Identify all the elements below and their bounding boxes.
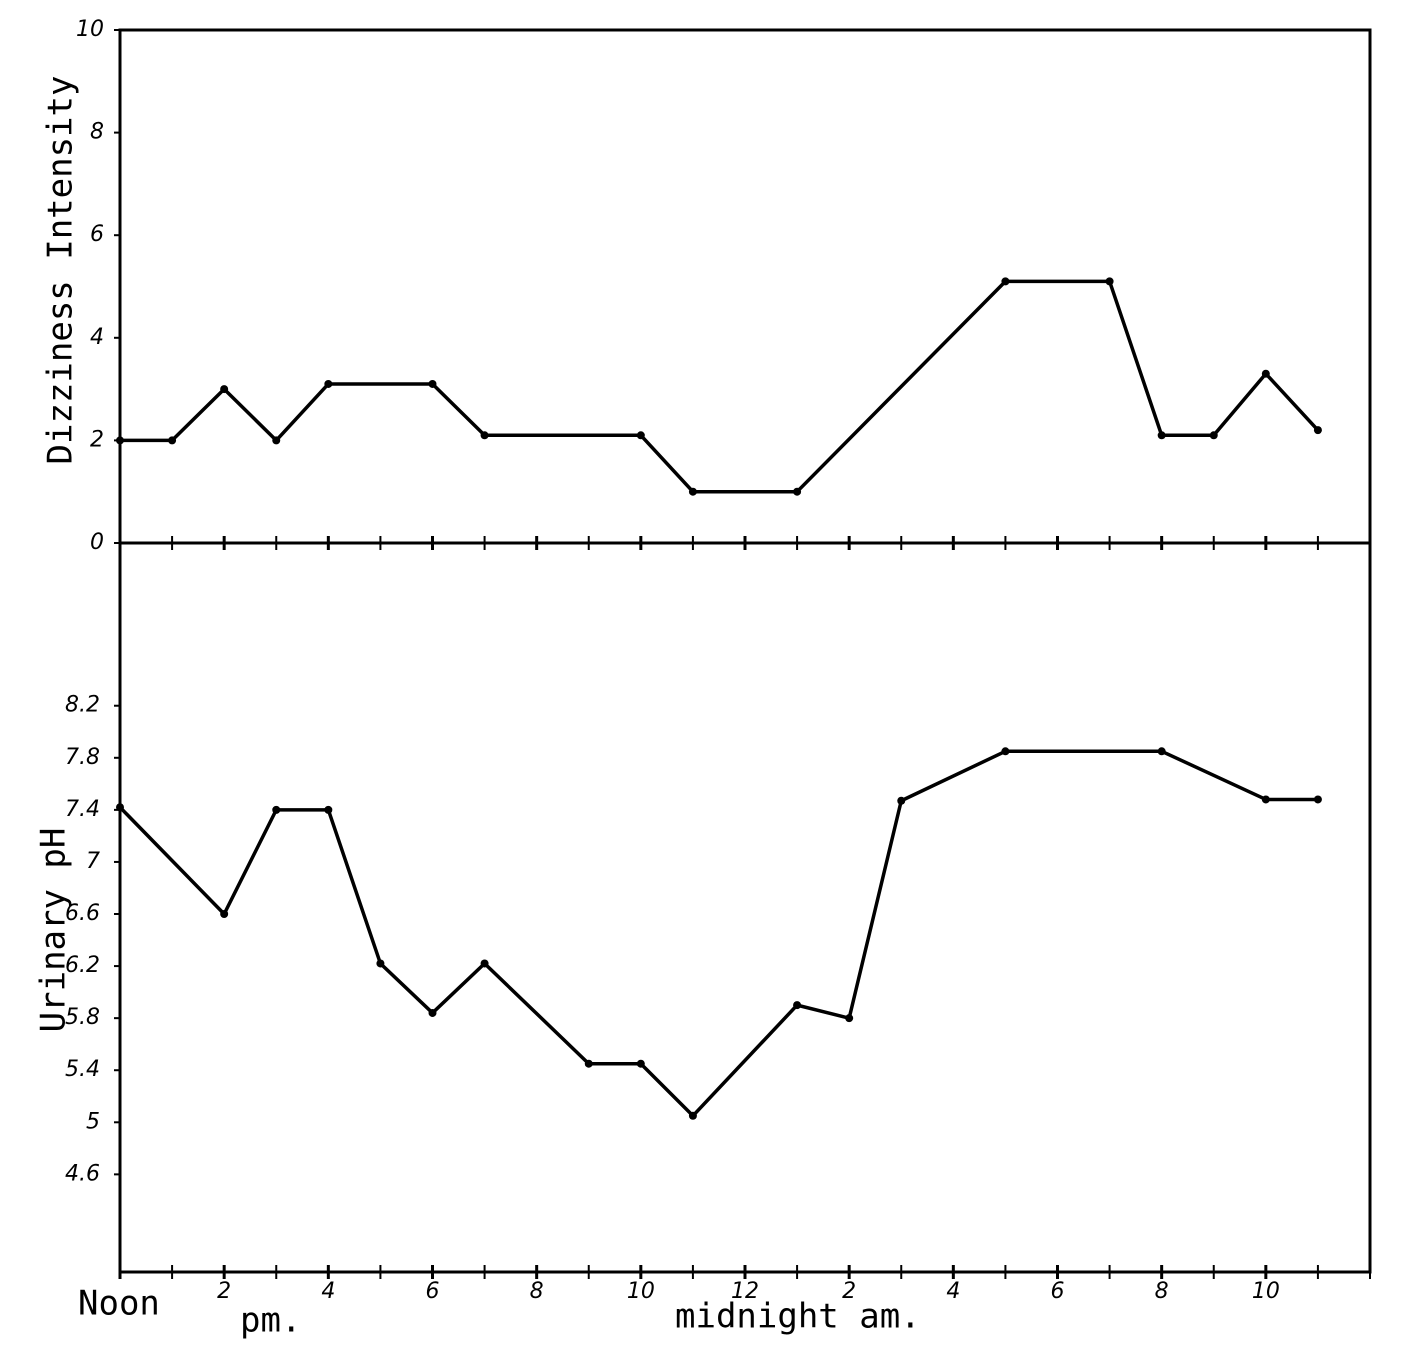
data-point <box>1209 431 1218 440</box>
x-tick-label: 2 <box>217 1279 231 1304</box>
data-point <box>428 379 437 388</box>
data-point <box>1001 277 1010 286</box>
data-point <box>324 805 333 814</box>
x-tick-label: 10 <box>1252 1279 1280 1304</box>
x-tick-label: 12 <box>731 1279 759 1304</box>
data-line <box>118 749 1318 1118</box>
x-annotation: midnight am. <box>675 1297 921 1337</box>
y-tick-label: 5.8 <box>65 1005 100 1030</box>
x-tick-label: 4 <box>321 1279 335 1304</box>
y-tick-label: 10 <box>76 17 104 42</box>
y-tick-label: 6.6 <box>65 901 100 926</box>
data-point <box>272 805 281 814</box>
data-point <box>688 1111 697 1120</box>
y-tick-label: 6.2 <box>65 953 100 978</box>
data-point <box>428 1008 437 1017</box>
x-tick-label: 10 <box>627 1279 655 1304</box>
data-point <box>116 803 124 812</box>
x-annotation: pm. <box>240 1301 301 1341</box>
data-line <box>120 279 1320 494</box>
data-point <box>116 436 124 445</box>
data-point <box>1261 369 1270 378</box>
y-tick-label: 4 <box>90 325 104 350</box>
data-point <box>1157 747 1166 756</box>
data-point <box>1001 747 1010 756</box>
y-axis-label: Dizziness Intensity <box>41 76 81 465</box>
data-point <box>1105 277 1114 286</box>
x-tick-label: 8 <box>530 1279 544 1304</box>
y-tick-label: 0 <box>90 530 104 555</box>
data-point <box>636 1059 645 1068</box>
y-tick-label: 8.2 <box>65 693 100 718</box>
data-point <box>636 431 645 440</box>
data-point <box>897 796 906 805</box>
data-point <box>793 1001 802 1010</box>
y-tick-label: 6 <box>90 222 104 247</box>
data-point <box>272 436 281 445</box>
y-tick-label: 5 <box>86 1109 100 1134</box>
data-point <box>480 431 489 440</box>
y-tick-label: 2 <box>90 427 104 452</box>
data-point <box>1157 431 1166 440</box>
x-tick-label: 6 <box>426 1279 440 1304</box>
data-point <box>584 1059 593 1068</box>
data-point <box>480 959 489 968</box>
x-tick-label: 2 <box>842 1279 856 1304</box>
y-tick-label: 7.4 <box>65 797 100 822</box>
y-tick-label: 8 <box>90 120 104 145</box>
data-point <box>324 379 333 388</box>
data-point <box>220 910 229 919</box>
data-point <box>220 385 229 394</box>
x-tick-label: 8 <box>1155 1279 1169 1304</box>
data-point <box>1313 795 1322 804</box>
data-point <box>688 487 697 496</box>
data-point <box>1261 795 1270 804</box>
x-tick-label: 4 <box>946 1279 960 1304</box>
plot-frame <box>118 28 1372 1274</box>
data-point <box>376 959 385 968</box>
data-point <box>793 487 802 496</box>
x-tick-label: Noon <box>78 1284 160 1324</box>
y-tick-label: 4.6 <box>65 1161 100 1186</box>
y-tick-label: 7.8 <box>65 745 100 770</box>
data-point <box>168 436 177 445</box>
data-point <box>1313 426 1322 435</box>
y-axis-label: Urinary pH <box>34 828 74 1033</box>
x-tick-label: 6 <box>1051 1279 1065 1304</box>
data-point <box>845 1014 854 1023</box>
y-tick-label: 5.4 <box>65 1057 100 1082</box>
y-tick-label: 7 <box>86 849 100 874</box>
